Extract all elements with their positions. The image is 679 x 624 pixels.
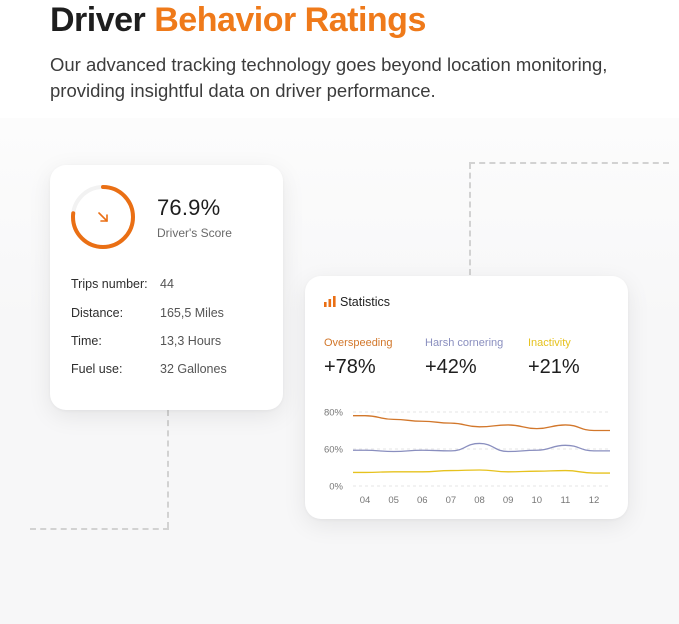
page-subtitle: Our advanced tracking technology goes be… (50, 54, 608, 101)
statistics-title: Statistics (340, 295, 391, 309)
connector-line (30, 528, 169, 530)
row-value: 32 Gallones (160, 362, 227, 376)
metric-label-harsh-cornering: Harsh cornering (425, 337, 504, 349)
x-tick-label: 11 (560, 495, 570, 506)
connector-line (167, 410, 169, 528)
series-line-inactivity (352, 469, 610, 474)
bar-chart-icon (324, 296, 336, 307)
series-line-overspeeding (353, 415, 610, 432)
row-label: Fuel use: (71, 362, 123, 376)
metric-value-overspeeding: +78% (324, 356, 376, 378)
y-tick-label: 0% (329, 482, 343, 493)
row-label: Trips number: (71, 277, 148, 291)
series-line-harsh-cornering (352, 442, 610, 453)
connector-line (469, 162, 669, 164)
row-label: Distance: (71, 306, 124, 320)
arrow-down-right-icon (98, 212, 108, 222)
row-label: Time: (71, 334, 102, 348)
row-value: 13,3 Hours (160, 334, 222, 348)
page-title-part2: Behavior Ratings (154, 1, 426, 39)
x-tick-label: 07 (446, 495, 457, 506)
metric-label-inactivity: Inactivity (528, 337, 571, 349)
score-value: 76.9% (157, 195, 221, 220)
x-tick-label: 08 (474, 495, 485, 506)
page-title: Driver Behavior Ratings (50, 0, 426, 40)
driver-score-card: 76.9% Driver's Score Trips number: 44 Di… (50, 165, 283, 410)
x-tick-label: 12 (589, 495, 600, 506)
x-tick-label: 05 (388, 495, 399, 506)
x-tick-label: 09 (503, 495, 514, 506)
row-value: 44 (160, 277, 174, 291)
connector-line (469, 163, 471, 275)
row-value: 165,5 Miles (160, 306, 224, 320)
x-tick-label: 06 (417, 495, 428, 506)
y-tick-label: 60% (324, 445, 344, 456)
y-tick-label: 80% (324, 408, 344, 419)
statistics-card: Statistics Overspeeding +78% Harsh corne… (305, 276, 628, 519)
x-tick-label: 10 (531, 495, 542, 506)
metric-value-harsh-cornering: +42% (425, 356, 477, 378)
score-ring (71, 185, 135, 249)
statistics-line-chart: 80% 60% 0% 04 05 06 07 08 09 10 11 12 (324, 408, 610, 506)
x-tick-label: 04 (360, 495, 371, 506)
metric-value-inactivity: +21% (528, 356, 580, 378)
page-title-part1: Driver (50, 1, 146, 39)
score-label: Driver's Score (157, 226, 232, 240)
metric-label-overspeeding: Overspeeding (324, 337, 393, 349)
